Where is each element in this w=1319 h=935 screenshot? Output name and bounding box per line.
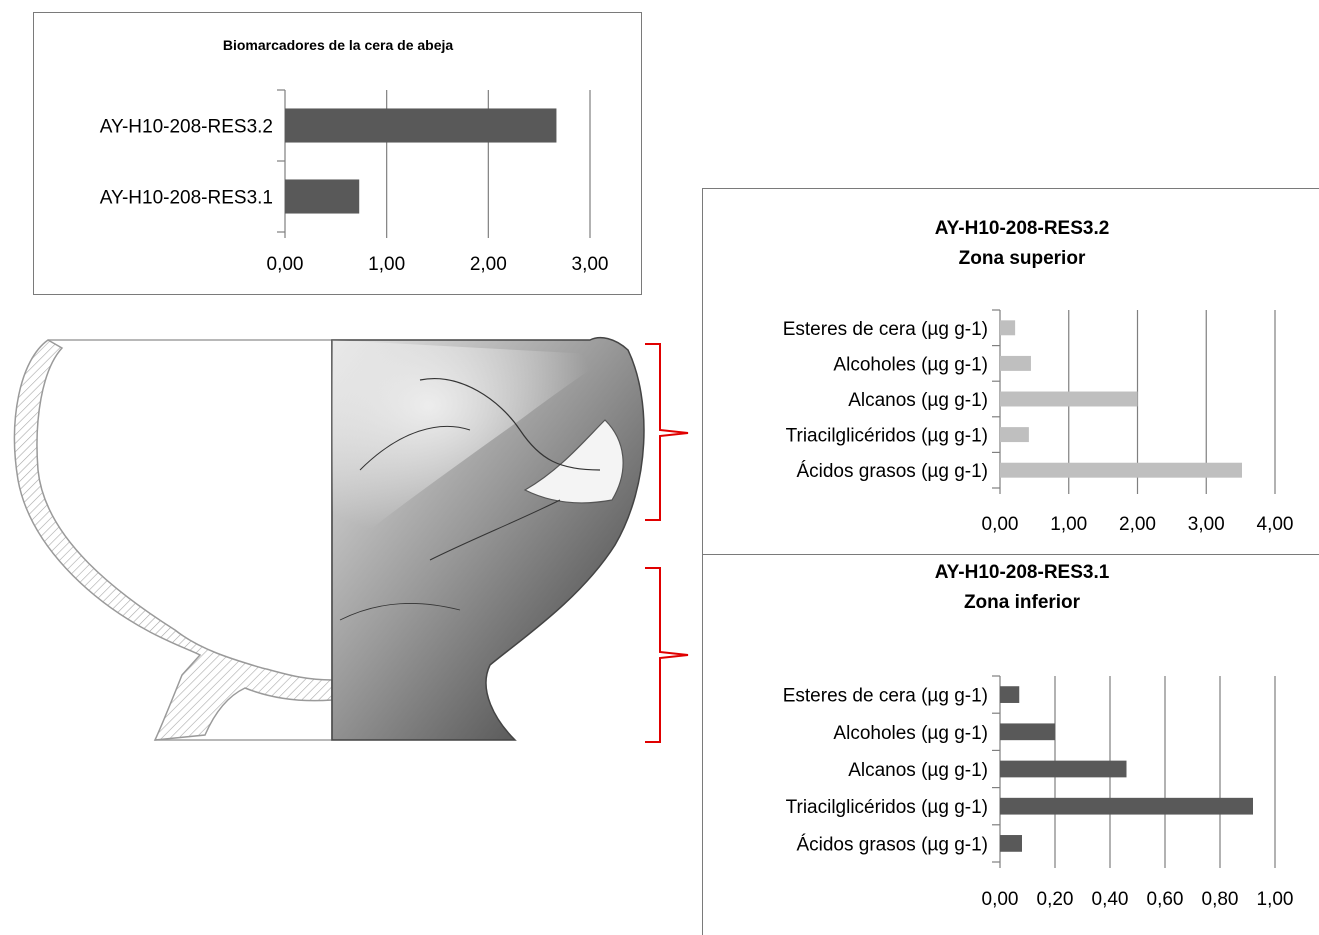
vessel-illustration: [13, 337, 689, 743]
category-label: Triacilglicéridos (µg g-1): [786, 426, 988, 447]
x-tick-label: 1,00: [368, 254, 405, 275]
category-label: Alcoholes (µg g-1): [833, 723, 988, 744]
upper-zone-bracket: [645, 343, 689, 521]
category-label: AY-H10-208-RES3.2: [100, 117, 273, 138]
x-tick-label: 4,00: [1257, 514, 1294, 535]
x-tick-label: 0,80: [1202, 889, 1239, 910]
chart-subtitle: Zona superior: [959, 248, 1086, 269]
x-tick-label: 0,40: [1092, 889, 1129, 910]
x-tick-label: 0,00: [982, 889, 1019, 910]
category-label: Esteres de cera (µg g-1): [783, 319, 988, 340]
bar: [285, 108, 557, 143]
bar: [1000, 835, 1022, 852]
upper-zone-chart: AY-H10-208-RES3.2 Zona superior 0,00 1,00 2,…: [783, 218, 1294, 535]
lower-chart-frame: [702, 554, 1319, 935]
bar: [1000, 797, 1253, 815]
bar: [1000, 427, 1029, 443]
x-tick-label: 2,00: [1119, 514, 1156, 535]
x-tick-label: 3,00: [1188, 514, 1225, 535]
category-label: Ácidos grasos (µg g-1): [796, 834, 988, 855]
x-tick-label: 1,00: [1050, 514, 1087, 535]
x-tick-label: 3,00: [572, 254, 609, 275]
category-label: Triacilglicéridos (µg g-1): [786, 797, 988, 818]
category-label: Alcanos (µg g-1): [848, 760, 988, 781]
category-label: Alcanos (µg g-1): [848, 390, 988, 411]
chart-title: AY-H10-208-RES3.1: [935, 562, 1110, 583]
bar: [1000, 355, 1031, 371]
x-tick-label: 0,20: [1037, 889, 1074, 910]
category-label: AY-H10-208-RES3.1: [100, 188, 273, 209]
bar: [285, 179, 360, 214]
upper-chart-frame: [702, 188, 1319, 556]
zone-brackets: [645, 343, 689, 743]
category-label: Alcoholes (µg g-1): [833, 354, 988, 375]
bar: [1000, 723, 1055, 741]
chart-title: Biomarcadores de la cera de abeja: [223, 37, 454, 53]
x-tick-label: 0,60: [1147, 889, 1184, 910]
x-tick-label: 1,00: [1257, 889, 1294, 910]
lower-zone-bracket: [645, 567, 689, 743]
lower-zone-chart: AY-H10-208-RES3.1 Zona inferior 0,00 0,20 0,…: [783, 562, 1294, 910]
bar: [1000, 391, 1138, 407]
vessel-section-profile: [13, 339, 333, 741]
x-tick-label: 0,00: [982, 514, 1019, 535]
bar: [1000, 760, 1127, 778]
bar: [1000, 686, 1020, 703]
chart-title: AY-H10-208-RES3.2: [935, 218, 1110, 239]
category-label: Esteres de cera (µg g-1): [783, 686, 988, 707]
beeswax-chart-frame: [33, 12, 642, 295]
x-tick-label: 0,00: [267, 254, 304, 275]
vessel-photo-half: [331, 337, 645, 741]
x-tick-label: 2,00: [470, 254, 507, 275]
chart-subtitle: Zona inferior: [964, 592, 1081, 613]
category-label: Ácidos grasos (µg g-1): [796, 461, 988, 482]
bar: [1000, 462, 1242, 478]
bar: [1000, 320, 1016, 336]
beeswax-biomarker-chart: Biomarcadores de la cera de abeja 0,00 1,0…: [100, 37, 609, 275]
